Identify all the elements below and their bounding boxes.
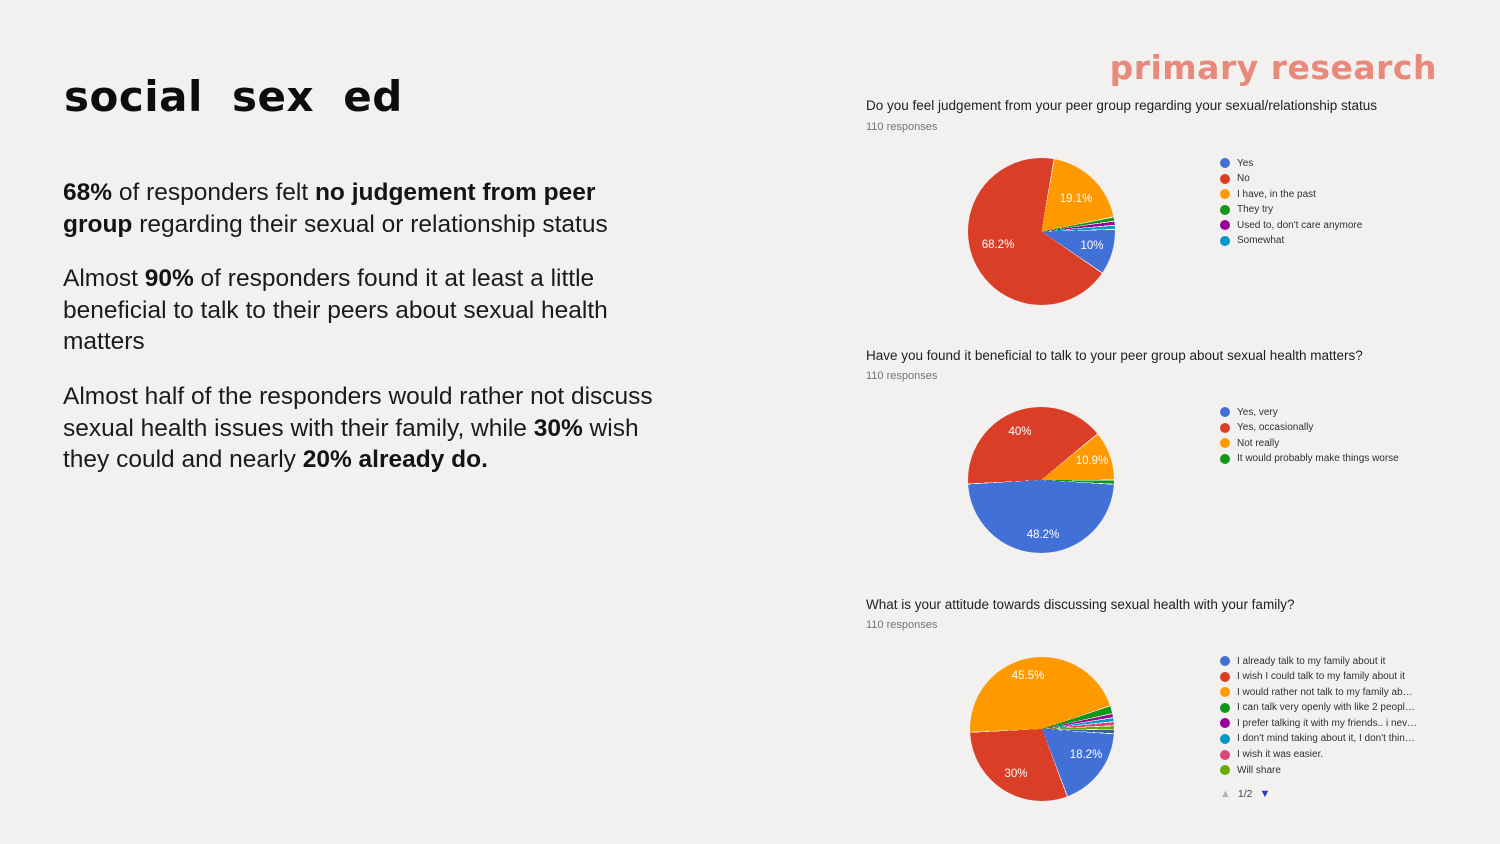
legend-item: I have, in the past — [1220, 188, 1362, 200]
legend-label: I already talk to my family about it — [1237, 655, 1386, 667]
legend-color-dot — [1220, 718, 1230, 729]
legend-color-dot — [1220, 204, 1230, 215]
chart-legend-2: Yes, very Yes, occasionally Not really It w… — [1220, 407, 1399, 469]
stat-highlight: group — [63, 210, 133, 238]
legend-label: Yes, very — [1237, 406, 1278, 418]
chart-responses-3: 110 responses — [866, 619, 938, 631]
legend-item: No — [1220, 173, 1362, 185]
legend-label: Used to, don't care anymore — [1237, 219, 1363, 231]
stat-highlight: no judgement from peer — [314, 179, 596, 206]
page-title: social sex ed — [64, 72, 403, 121]
stat-highlight: 20% already do. — [302, 446, 488, 474]
legend-label: It would probably make things worse — [1237, 453, 1399, 465]
legend-color-dot — [1220, 702, 1230, 713]
legend-item: Used to, don't care anymore — [1220, 219, 1363, 231]
pie-slice-label: 68.2% — [981, 239, 1015, 251]
legend-color-dot — [1220, 189, 1230, 200]
pie-slice-label: 40% — [1008, 426, 1032, 438]
legend-item: It would probably make things worse — [1220, 453, 1399, 465]
legend-item: Somewhat — [1220, 235, 1362, 247]
legend-item: Yes — [1220, 157, 1362, 169]
legend-color-dot — [1220, 749, 1230, 760]
legend-label: I can talk very openly with like 2 peopl… — [1237, 702, 1415, 714]
pie-chart-beneficial: 40% 10.9% 48.2% — [968, 407, 1114, 553]
legend-item: I wish it was easier. — [1220, 749, 1417, 761]
legend-color-dot — [1220, 671, 1230, 682]
legend-item: I would rather not talk to my family ab… — [1220, 686, 1417, 698]
summary-paragraph-2: Almost 90% of responders found it at lea… — [63, 265, 608, 356]
pie-slice-label: 10.9% — [1075, 455, 1109, 467]
pie-slice-label: 48.2% — [1026, 529, 1060, 541]
summary-text-block: 68% of responders felt no judgement from… — [63, 177, 763, 499]
pie-chart-judgement: 19.1% 68.2% 10% — [968, 158, 1115, 305]
pie-slice-label: 45.5% — [1011, 670, 1045, 682]
legend-label: I wish it was easier. — [1237, 749, 1324, 761]
legend-label: No — [1237, 173, 1250, 185]
legend-label: Somewhat — [1237, 235, 1285, 247]
legend-label: Not really — [1237, 437, 1280, 449]
chart-legend-1: Yes No I have, in the past They try Used to,… — [1220, 158, 1362, 252]
legend-color-dot — [1220, 158, 1230, 168]
legend-item: I prefer talking it with my friends.. i … — [1220, 717, 1418, 729]
pie-slice-label: 18.2% — [1069, 749, 1103, 761]
page-down-icon[interactable]: ▼ — [1259, 788, 1271, 800]
chart-responses-2: 110 responses — [866, 370, 938, 382]
legend-pagination: ▲ 1/2 ▼ — [1220, 788, 1270, 800]
legend-color-dot — [1220, 733, 1230, 744]
legend-color-dot — [1220, 235, 1230, 246]
pie-slice-label: 19.1% — [1059, 193, 1093, 205]
legend-item: I don't mind taking about it, I don't th… — [1220, 733, 1417, 745]
legend-label: I wish I could talk to my family about i… — [1237, 671, 1405, 683]
stat-highlight: 90% — [144, 265, 194, 293]
legend-label: Will share — [1237, 764, 1281, 776]
chart-title-2: Have you found it beneficial to talk to … — [866, 348, 1363, 363]
legend-label: Yes — [1237, 157, 1254, 169]
page-up-icon: ▲ — [1220, 788, 1231, 800]
legend-item: Yes, occasionally — [1220, 422, 1399, 434]
chart-title-3: What is your attitude towards discussing… — [866, 597, 1295, 612]
legend-color-dot — [1220, 453, 1230, 464]
summary-paragraph-1: 68% of responders felt no judgement from… — [63, 179, 608, 238]
legend-label: I would rather not talk to my family ab… — [1237, 686, 1413, 698]
chart-legend-3: I already talk to my family about it I wi… — [1220, 656, 1417, 781]
legend-item: I wish I could talk to my family about i… — [1220, 671, 1417, 683]
stat-highlight: 30% — [533, 414, 583, 442]
legend-color-dot — [1220, 422, 1230, 433]
summary-paragraph-3: Almost half of the responders would rath… — [63, 382, 653, 474]
chart-responses-1: 110 responses — [866, 121, 938, 133]
legend-color-dot — [1220, 687, 1230, 698]
legend-item: Not really — [1220, 437, 1399, 449]
page-indicator: 1/2 — [1237, 788, 1253, 800]
legend-color-dot — [1220, 220, 1230, 231]
legend-label: I prefer talking it with my friends.. i … — [1237, 717, 1418, 729]
legend-color-dot — [1220, 656, 1230, 666]
legend-color-dot — [1220, 173, 1230, 184]
legend-item: Yes, very — [1220, 406, 1399, 418]
legend-item: I already talk to my family about it — [1220, 655, 1417, 667]
legend-label: I have, in the past — [1237, 188, 1316, 200]
chart-title-1: Do you feel judgement from your peer gro… — [866, 98, 1378, 113]
legend-color-dot — [1220, 407, 1230, 417]
legend-color-dot — [1220, 438, 1230, 449]
stat-highlight: 68% — [63, 179, 113, 206]
legend-item: Will share — [1220, 764, 1417, 776]
legend-label: Yes, occasionally — [1237, 422, 1314, 434]
pie-slice-label: 10% — [1080, 240, 1104, 252]
legend-label: I don't mind taking about it, I don't th… — [1237, 733, 1415, 745]
legend-label: They try — [1237, 204, 1274, 216]
pie-chart-family: 45.5% 18.2% 30% — [970, 657, 1114, 801]
section-title: primary research — [1109, 48, 1437, 87]
pie-slice-label: 30% — [1004, 768, 1028, 780]
legend-item: I can talk very openly with like 2 peopl… — [1220, 702, 1417, 714]
legend-item: They try — [1220, 204, 1362, 216]
legend-color-dot — [1220, 765, 1230, 776]
